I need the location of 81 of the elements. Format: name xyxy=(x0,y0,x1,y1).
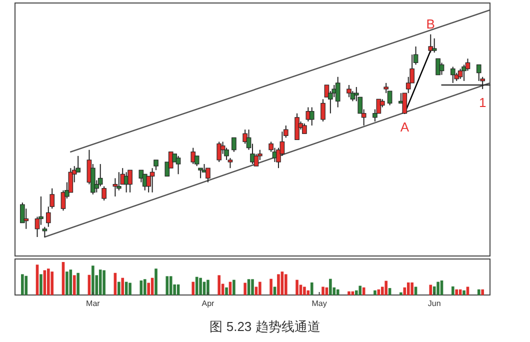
bar xyxy=(92,266,94,295)
x-tick-label: May xyxy=(312,299,327,308)
bar xyxy=(247,279,250,295)
candlestick xyxy=(102,186,106,202)
bar xyxy=(232,280,236,295)
bar xyxy=(384,280,388,295)
candlestick xyxy=(320,98,326,122)
bar xyxy=(225,287,228,295)
candlestick xyxy=(232,137,236,152)
candlestick xyxy=(176,155,181,175)
bar xyxy=(102,270,106,295)
candlestick xyxy=(138,170,144,183)
bar xyxy=(462,290,466,295)
bar xyxy=(277,274,280,295)
candlestick xyxy=(294,112,300,140)
bar xyxy=(336,289,340,295)
bar xyxy=(199,278,202,295)
candlestick xyxy=(458,68,463,80)
bar xyxy=(455,289,458,295)
caption: 图 5.23 趋势线通道 xyxy=(210,319,320,334)
bar xyxy=(206,280,210,295)
bar xyxy=(270,278,272,295)
bar xyxy=(218,275,220,295)
bar xyxy=(118,282,120,295)
bar xyxy=(169,276,172,295)
bar xyxy=(251,279,254,295)
bar xyxy=(329,278,332,295)
bar xyxy=(322,286,324,295)
bar xyxy=(481,289,484,295)
candlestick xyxy=(309,106,314,126)
candlestick xyxy=(216,141,222,163)
annotation: B xyxy=(426,16,435,32)
bar xyxy=(388,288,392,295)
bar xyxy=(143,279,146,295)
bar xyxy=(436,282,440,295)
candlestick xyxy=(432,38,437,54)
bar xyxy=(166,276,169,295)
bar xyxy=(400,292,402,295)
bar xyxy=(192,282,195,295)
candlestick xyxy=(346,84,352,98)
bar xyxy=(98,270,102,295)
candlestick xyxy=(402,92,408,114)
bar xyxy=(348,291,350,295)
bar xyxy=(284,274,288,295)
annotation: A xyxy=(400,119,410,134)
bar xyxy=(451,286,454,295)
bar xyxy=(258,282,262,295)
candlestick xyxy=(480,76,485,90)
bar xyxy=(477,289,480,295)
candlestick xyxy=(450,66,456,84)
bar xyxy=(303,286,306,295)
x-tick-label: Mar xyxy=(86,299,100,308)
bar xyxy=(128,282,132,295)
candlestick xyxy=(476,64,482,82)
candlestick xyxy=(302,123,307,134)
candlestick xyxy=(413,46,418,66)
candlestick xyxy=(439,62,444,76)
bar xyxy=(355,290,358,295)
bar xyxy=(429,284,432,295)
bar xyxy=(280,272,284,295)
bar xyxy=(358,286,362,295)
annotation: 1 xyxy=(478,95,486,110)
x-tick-label: Apr xyxy=(202,299,215,308)
candlestick xyxy=(436,58,440,76)
bar xyxy=(296,280,298,295)
bar xyxy=(121,278,124,295)
x-tick-label: Jun xyxy=(428,299,441,308)
bar xyxy=(310,282,314,295)
bar xyxy=(410,282,414,295)
candlestick xyxy=(128,170,132,193)
bar xyxy=(406,282,410,295)
bar xyxy=(154,268,158,295)
candlestick xyxy=(198,168,203,179)
candlestick xyxy=(190,147,196,165)
bar xyxy=(374,290,376,295)
candlestick xyxy=(206,168,210,183)
bar xyxy=(244,282,246,295)
candlestick xyxy=(154,159,158,171)
candlestick xyxy=(150,168,155,193)
candlestick xyxy=(335,76,340,108)
candlestick xyxy=(428,34,434,54)
